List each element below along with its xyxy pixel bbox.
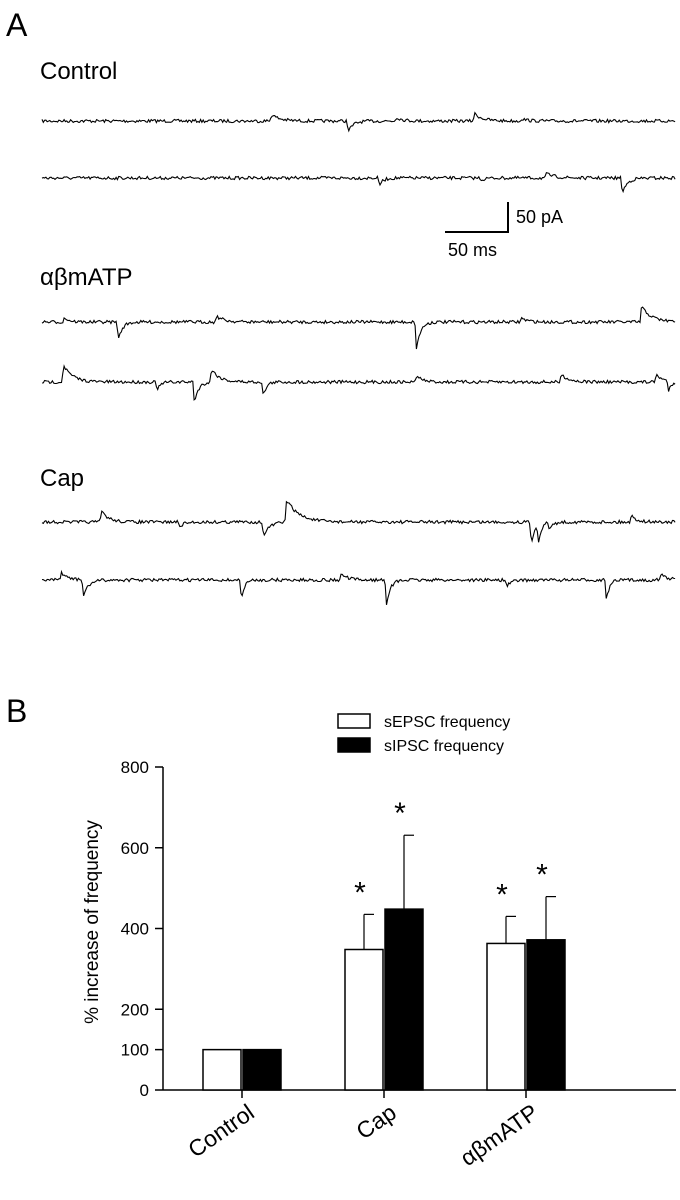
panel-a-label: A	[6, 7, 28, 43]
panel-a: A Control 50 pA 50 ms αβmATP Cap	[6, 7, 676, 606]
significance-marker: *	[496, 878, 508, 911]
y-tick-label: 400	[121, 920, 149, 939]
y-tick-label: 800	[121, 758, 149, 777]
scale-bar-current-label: 50 pA	[516, 207, 563, 227]
trace-label-control: Control	[40, 58, 117, 85]
trace-abmatp-1	[41, 306, 676, 350]
y-tick-label: 600	[121, 839, 149, 858]
y-tick-label: 0	[140, 1081, 149, 1100]
trace-abmatp-2	[41, 364, 676, 401]
trace-control-1	[41, 111, 676, 133]
panel-b-label: B	[6, 693, 27, 729]
chart-area: 0 100 200 400 600 800 Control * * Cap * * αβmATP	[121, 758, 676, 1171]
y-tick-label: 200	[121, 1000, 149, 1019]
legend: sEPSC frequency sIPSC frequency	[337, 713, 510, 755]
legend-swatch-sepsc	[337, 713, 371, 729]
panel-b: B sEPSC frequency sIPSC frequency % incr…	[6, 693, 676, 1171]
legend-label-sepsc: sEPSC frequency	[384, 714, 510, 731]
trace-cap-1	[41, 500, 676, 543]
x-tick-label: αβmATP	[455, 1099, 543, 1171]
legend-swatch-sipsc	[337, 737, 371, 753]
trace-control-2	[41, 172, 676, 194]
trace-cap-2	[41, 569, 676, 606]
x-tick-label: Control	[183, 1099, 259, 1163]
bar	[384, 908, 424, 1091]
x-tick-label: Cap	[351, 1099, 400, 1145]
y-axis-label: % increase of frequency	[82, 820, 103, 1024]
bar	[344, 948, 384, 1091]
bar	[486, 942, 526, 1091]
significance-marker: *	[394, 797, 406, 830]
scale-bar-lines	[445, 202, 509, 233]
trace-label-abmatp: αβmATP	[40, 264, 133, 291]
bar	[526, 939, 566, 1091]
y-tick-label: 100	[121, 1041, 149, 1060]
legend-label-sipsc: sIPSC frequency	[384, 738, 504, 755]
significance-marker: *	[354, 876, 366, 909]
bar	[202, 1048, 242, 1091]
bar	[242, 1048, 282, 1091]
significance-marker: *	[536, 859, 548, 892]
scale-bar-time-label: 50 ms	[448, 240, 497, 260]
trace-label-cap: Cap	[40, 465, 84, 492]
scale-bar: 50 pA 50 ms	[445, 202, 563, 260]
